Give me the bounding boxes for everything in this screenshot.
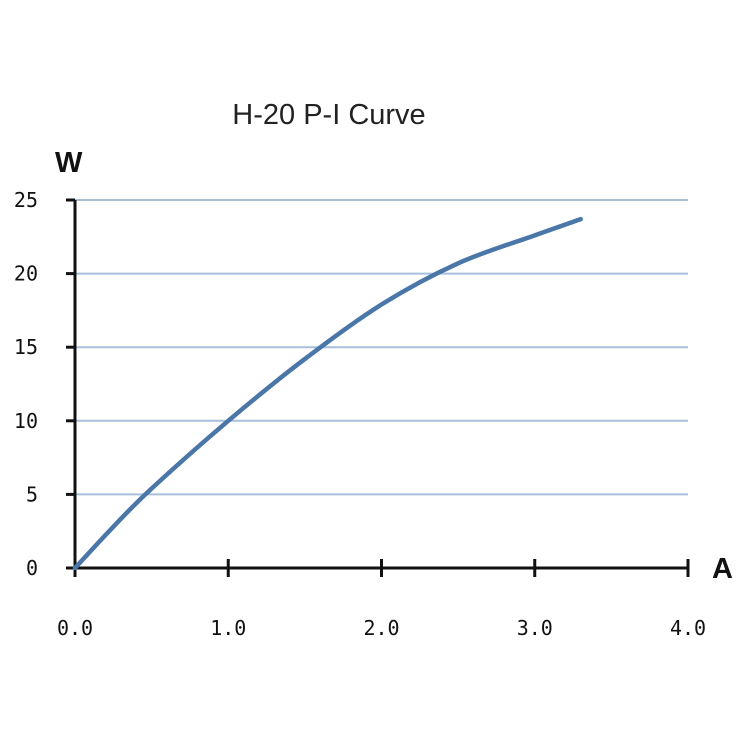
chart-title: H-20 P-I Curve (232, 99, 425, 131)
x-tick-label: 2.0 (363, 616, 399, 640)
x-tick-label: 0.0 (57, 616, 93, 640)
tick-labels: 0 5 10 15 20 25 0.0 1.0 2.0 3.0 4.0 (14, 188, 706, 640)
grid (75, 199, 688, 496)
tick-marks (66, 198, 690, 577)
y-tick-label: 0 (26, 556, 38, 580)
x-tick-label: 3.0 (517, 616, 553, 640)
x-axis-label: A (712, 553, 733, 585)
x-tick-label: 4.0 (670, 616, 706, 640)
y-tick-label: 25 (14, 188, 38, 212)
series-line-0 (72, 216, 583, 571)
x-tick-label: 1.0 (210, 616, 246, 640)
axes (73, 200, 688, 570)
y-axis-label: W (55, 147, 83, 179)
y-tick-label: 20 (14, 262, 38, 286)
y-tick-label: 10 (14, 409, 38, 433)
y-tick-label: 15 (14, 335, 38, 359)
y-tick-label: 5 (26, 482, 38, 506)
series-layer (72, 216, 583, 571)
